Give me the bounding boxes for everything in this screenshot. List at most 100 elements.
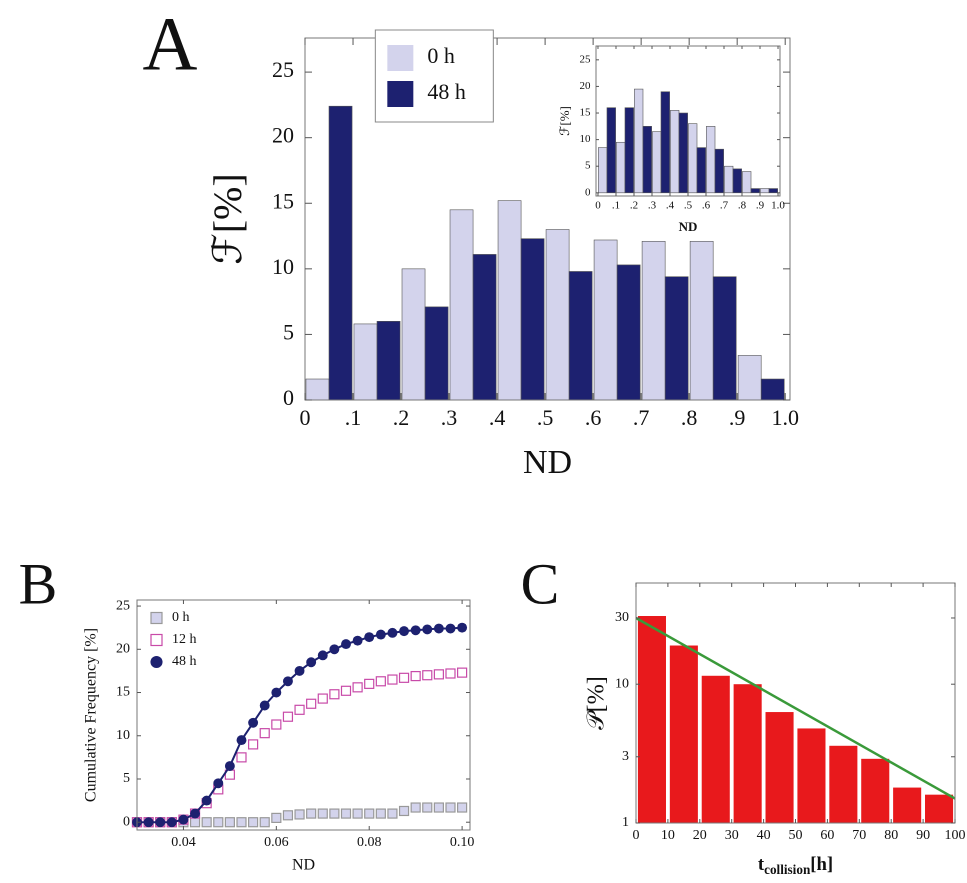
x-tick-label: .2 <box>393 405 410 430</box>
bar <box>893 787 922 823</box>
bar <box>606 107 616 194</box>
point <box>433 669 444 680</box>
bar <box>624 107 634 194</box>
x-tick-label: 50 <box>789 828 803 843</box>
point <box>364 808 375 819</box>
bar <box>449 209 474 401</box>
x-tick-label: 1.0 <box>771 405 799 430</box>
y-tick-label: 15 <box>580 107 592 119</box>
point <box>306 698 317 709</box>
x-tick-label: 30 <box>725 828 739 843</box>
bar <box>637 616 666 823</box>
bar <box>768 188 778 194</box>
point <box>213 817 224 828</box>
bar <box>765 712 794 823</box>
point <box>259 700 270 711</box>
y-tick-label: 5 <box>123 771 130 786</box>
bar <box>732 168 742 194</box>
point <box>445 802 456 813</box>
x-tick-label: 0 <box>300 405 311 430</box>
x-tick-label: 90 <box>916 828 930 843</box>
bar <box>616 264 641 401</box>
point <box>166 817 177 828</box>
y-axis-label: 𝒫[%] <box>583 676 610 730</box>
bar <box>925 794 954 823</box>
y-axis-label: ℱ[%] <box>205 173 250 264</box>
point <box>236 752 247 763</box>
y-axis-label: ℱ[%] <box>557 106 572 136</box>
point <box>236 817 247 828</box>
x-tick-label: .9 <box>756 199 765 211</box>
point <box>201 817 212 828</box>
point <box>306 657 317 668</box>
legend-swatch <box>387 45 414 71</box>
x-tick-label: 0 <box>595 199 601 211</box>
point <box>398 805 410 817</box>
x-tick-label: .8 <box>738 199 747 211</box>
bar <box>664 276 689 401</box>
bar <box>797 728 826 823</box>
point <box>387 627 398 638</box>
bar <box>616 141 626 194</box>
point <box>155 817 166 828</box>
x-tick-label: .5 <box>537 405 554 430</box>
point <box>317 693 328 704</box>
x-tick-label: .2 <box>630 199 638 211</box>
point <box>271 812 282 823</box>
bar <box>545 229 570 401</box>
x-tick-label: .3 <box>648 199 657 211</box>
bar <box>760 378 785 401</box>
point <box>224 761 235 771</box>
panel-label: A <box>143 2 198 86</box>
point <box>143 817 154 828</box>
point <box>457 622 468 633</box>
y-tick-label: 1 <box>622 815 629 830</box>
bar <box>634 88 644 194</box>
bar <box>593 239 618 401</box>
point <box>433 802 444 813</box>
point <box>445 668 456 679</box>
point <box>329 808 340 819</box>
y-tick-label: 20 <box>116 642 130 657</box>
bar <box>642 126 652 194</box>
point <box>201 795 212 806</box>
x-tick-label: .8 <box>681 405 698 430</box>
x-tick-label: 1.0 <box>771 199 785 211</box>
panel-label: B <box>19 551 58 616</box>
y-tick-label: 30 <box>615 610 629 625</box>
bar <box>724 165 734 194</box>
point <box>445 623 456 634</box>
point <box>422 670 433 681</box>
legend-label: 0 h <box>172 610 190 625</box>
x-tick-label: 0.04 <box>171 835 196 850</box>
x-tick-label: .6 <box>702 199 711 211</box>
point <box>398 672 410 683</box>
point <box>224 817 235 828</box>
y-tick-label: 10 <box>615 676 629 691</box>
point <box>340 808 352 819</box>
y-tick-label: 25 <box>272 57 294 82</box>
y-tick-label: 10 <box>580 133 592 145</box>
bar <box>353 323 378 401</box>
point <box>282 810 294 821</box>
point <box>317 808 328 819</box>
x-tick-label: .4 <box>666 199 675 211</box>
bar <box>712 276 737 401</box>
y-tick-label: 20 <box>580 80 592 92</box>
point <box>282 676 293 687</box>
point <box>422 624 433 635</box>
bar <box>497 200 522 401</box>
x-axis-label: ND <box>679 219 698 234</box>
x-tick-label: .1 <box>345 405 362 430</box>
x-tick-label: .5 <box>684 199 693 211</box>
x-tick-label: 0 <box>633 828 640 843</box>
point <box>410 802 421 813</box>
point <box>340 685 352 696</box>
point <box>236 735 247 746</box>
y-tick-label: 0 <box>123 814 130 829</box>
point <box>317 650 328 661</box>
x-axis-label: tcollision[h] <box>758 854 833 877</box>
point <box>422 802 433 813</box>
bar <box>742 171 752 194</box>
